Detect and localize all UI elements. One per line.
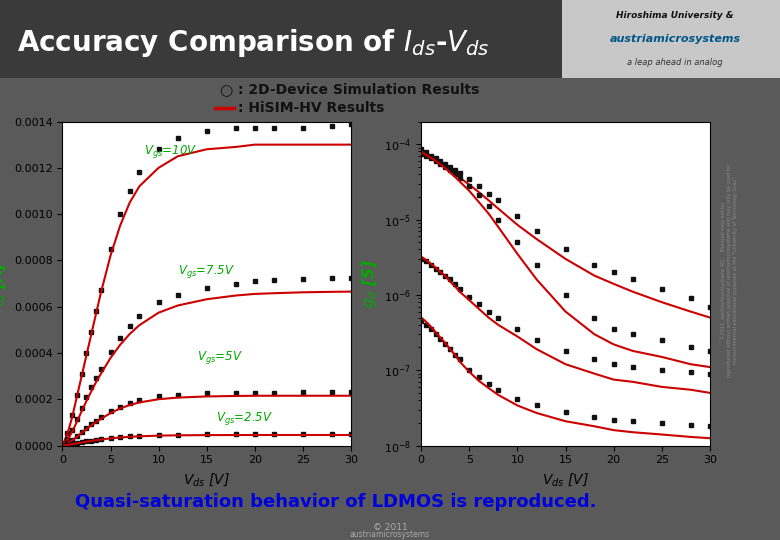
X-axis label: $V_{ds}$ [V]: $V_{ds}$ [V]	[542, 471, 589, 488]
Text: Hiroshima University &: Hiroshima University &	[616, 11, 734, 20]
Text: $V_{gs}$=10V: $V_{gs}$=10V	[144, 143, 197, 160]
Text: ○: ○	[220, 83, 232, 98]
Text: austriamicrosystems: austriamicrosystems	[350, 530, 430, 539]
Text: a leap ahead in analog: a leap ahead in analog	[627, 58, 723, 67]
Text: $V_{gs}$=2.5V: $V_{gs}$=2.5V	[216, 410, 274, 427]
X-axis label: $V_{ds}$ [V]: $V_{ds}$ [V]	[183, 471, 230, 488]
Text: : 2D-Device Simulation Results: : 2D-Device Simulation Results	[238, 83, 479, 97]
Y-axis label: $I_d$ [A]: $I_d$ [A]	[0, 261, 9, 306]
Text: © 2011: © 2011	[373, 523, 407, 532]
Text: : HiSIM-HV Results: : HiSIM-HV Results	[238, 101, 385, 115]
Text: austriamicrosystems: austriamicrosystems	[610, 34, 741, 44]
Text: Accuracy Comparison of $\mathit{I}_{ds}$-$\mathit{V}_{ds}$: Accuracy Comparison of $\mathit{I}_{ds}$…	[17, 27, 490, 59]
Text: Quasi-saturation behavior of LDMOS is reproduced.: Quasi-saturation behavior of LDMOS is re…	[75, 493, 596, 511]
Text: $V_{gs}$=5V: $V_{gs}$=5V	[197, 349, 243, 366]
Y-axis label: $g_d$ [S]: $g_d$ [S]	[360, 259, 378, 308]
Text: ©2011  austriamicrosystems AG.    Material may not be
reproduced without written: ©2011 austriamicrosystems AG. Material m…	[721, 163, 738, 377]
Text: $V_{gs}$=7.5V: $V_{gs}$=7.5V	[178, 264, 235, 280]
